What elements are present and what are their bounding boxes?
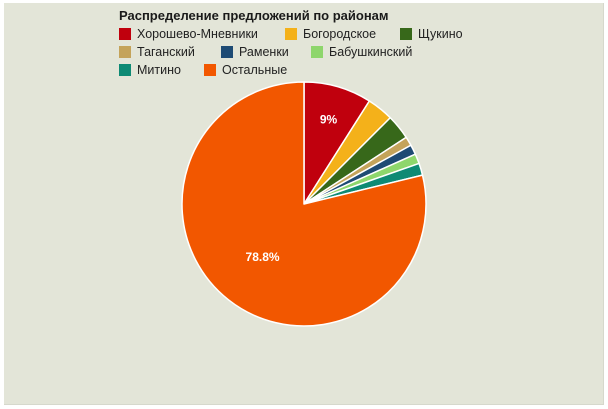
legend-item-mitino[interactable]: Митино (119, 61, 181, 78)
legend-label: Остальные (222, 62, 288, 77)
legend-label: Таганский (137, 44, 195, 59)
chart-title: Распределение предложений по районам (119, 8, 389, 23)
legend-item-khoroshevo-mnevniki[interactable]: Хорошево-Мневники (119, 25, 258, 42)
chart-area: Распределение предложений по районам Хор… (4, 3, 604, 405)
legend-swatch (400, 27, 412, 40)
legend-label: Богородское (303, 26, 377, 41)
legend-label: Митино (137, 62, 181, 77)
legend-item-ramenki[interactable]: Раменки (221, 43, 289, 60)
legend-swatch (311, 45, 323, 58)
legend-label: Хорошево-Мневники (137, 26, 258, 41)
data-label: 78.8% (246, 250, 280, 264)
legend-label: Щукино (418, 26, 463, 41)
data-label: 9% (320, 113, 338, 127)
legend-swatch (119, 27, 131, 40)
legend-item-bogorodskoe[interactable]: Богородское (285, 25, 376, 42)
legend-item-ostalnye[interactable]: Остальные (204, 61, 287, 78)
legend-swatch (204, 63, 216, 76)
pie-chart: 9% 78.8% (181, 81, 427, 327)
legend-label: Бабушкинский (329, 44, 413, 59)
legend-swatch (221, 45, 233, 58)
legend-item-babushkinskiy[interactable]: Бабушкинский (311, 43, 412, 60)
legend-item-taganskiy[interactable]: Таганский (119, 43, 195, 60)
legend-swatch (119, 45, 131, 58)
legend: Хорошево-Мневники Богородское Щукино Таг… (119, 25, 463, 79)
legend-label: Раменки (239, 44, 289, 59)
legend-item-shchukino[interactable]: Щукино (400, 25, 463, 42)
pie-slice[interactable] (181, 81, 427, 327)
legend-swatch (285, 27, 297, 40)
legend-swatch (119, 63, 131, 76)
